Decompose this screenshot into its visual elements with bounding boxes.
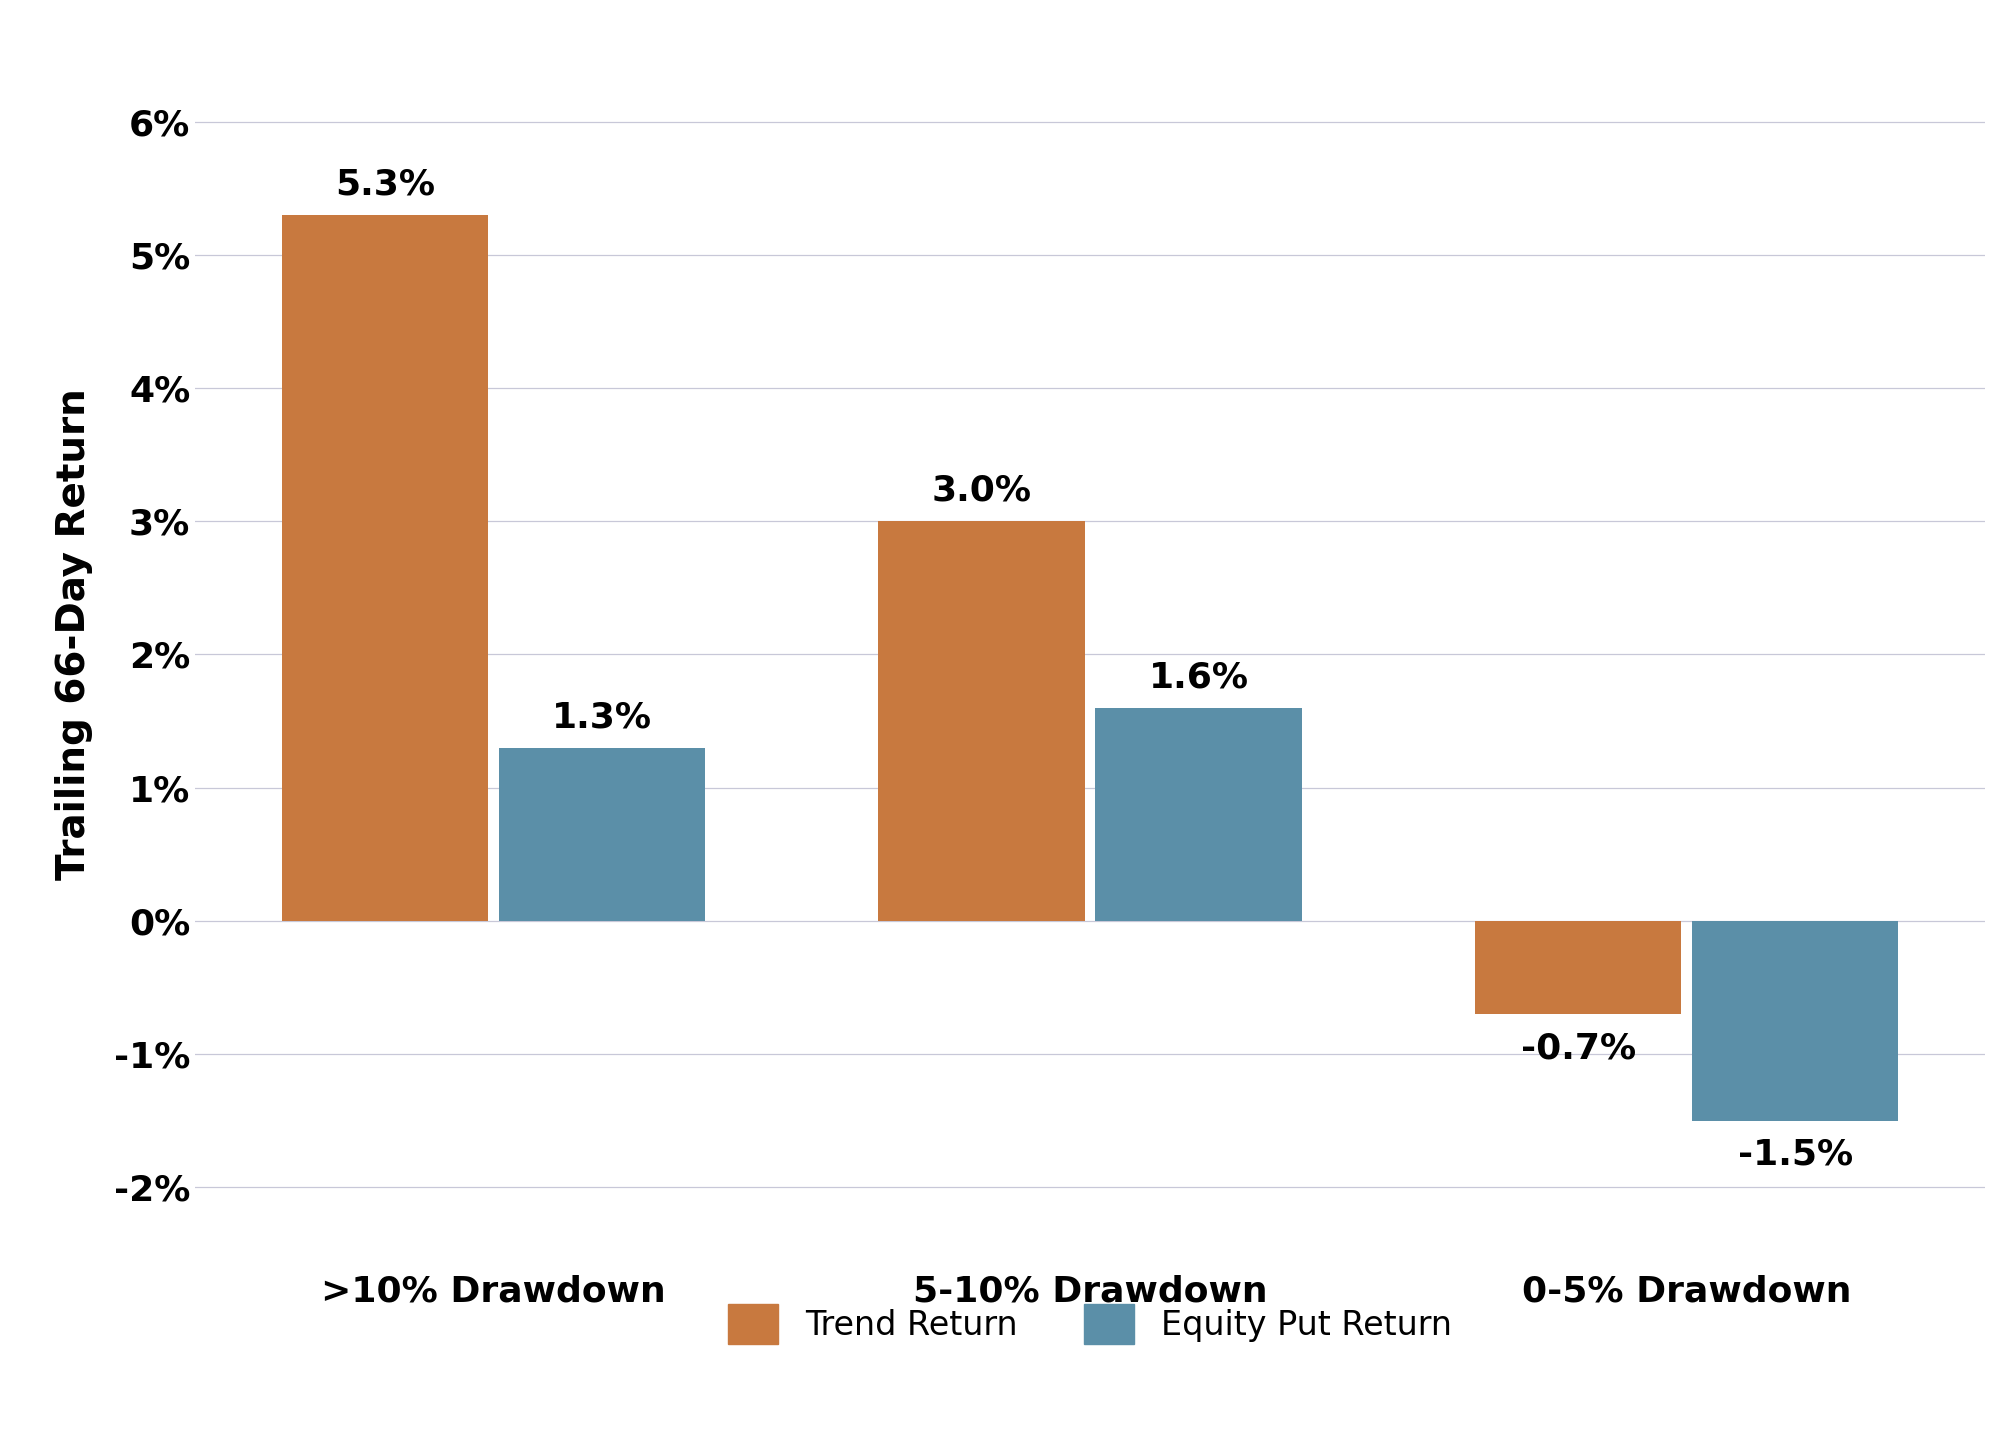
Text: 5.3%: 5.3% bbox=[334, 167, 434, 202]
Bar bbox=[1476, 921, 1682, 1014]
Legend: Trend Return, Equity Put Return: Trend Return, Equity Put Return bbox=[712, 1287, 1468, 1361]
Bar bbox=[1096, 708, 1302, 921]
Bar bbox=[1692, 921, 1898, 1120]
Text: 3.0%: 3.0% bbox=[932, 474, 1032, 508]
Bar bbox=[498, 747, 704, 921]
Text: 1.3%: 1.3% bbox=[552, 701, 652, 734]
Text: -0.7%: -0.7% bbox=[1520, 1032, 1636, 1065]
Bar bbox=[282, 215, 488, 921]
Text: -1.5%: -1.5% bbox=[1738, 1138, 1852, 1172]
Y-axis label: Trailing 66-Day Return: Trailing 66-Day Return bbox=[56, 389, 94, 881]
Text: 1.6%: 1.6% bbox=[1148, 660, 1248, 695]
Bar bbox=[878, 521, 1084, 921]
